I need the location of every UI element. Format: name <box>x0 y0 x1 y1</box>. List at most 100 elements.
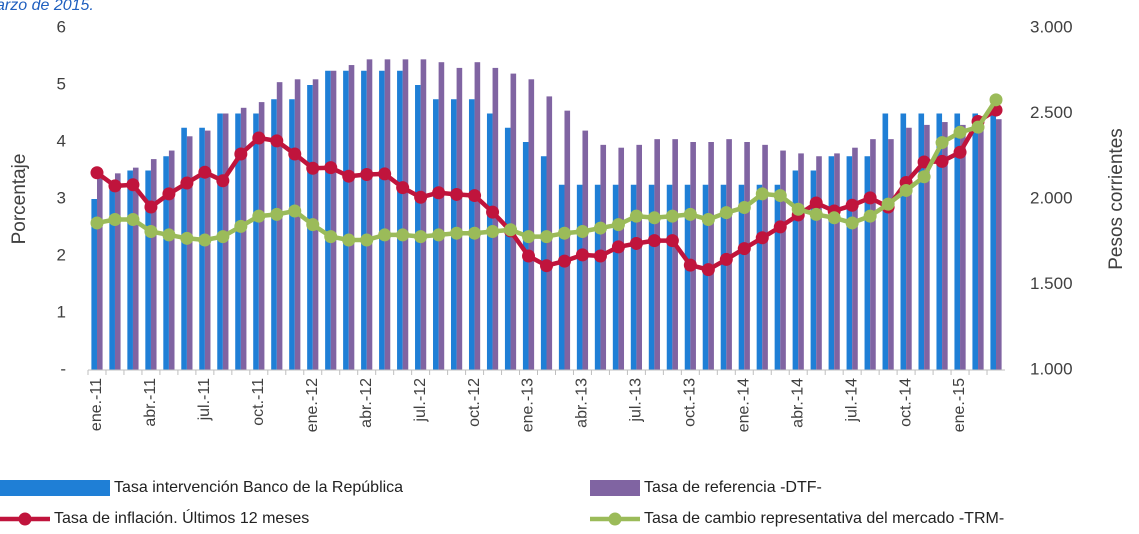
bar <box>690 142 696 370</box>
bar <box>186 136 193 370</box>
point <box>953 125 967 139</box>
x-tick-label: oct.-13 <box>682 378 699 427</box>
point <box>468 226 482 240</box>
bar <box>91 199 97 370</box>
bar <box>648 184 655 370</box>
bar <box>798 153 804 370</box>
x-tick-label: jul.-12 <box>412 378 429 423</box>
point <box>611 218 625 232</box>
bar <box>240 107 247 371</box>
bar <box>504 127 511 370</box>
point <box>306 218 320 232</box>
bar <box>996 119 1002 370</box>
point <box>845 216 859 230</box>
x-tick-label: abr.-14 <box>789 378 806 428</box>
bar <box>348 65 355 371</box>
point <box>629 236 643 250</box>
bar <box>654 139 660 370</box>
bar <box>906 127 912 370</box>
bar <box>127 170 133 370</box>
annotation: arzo de 2015. <box>0 0 94 14</box>
bar <box>756 184 763 370</box>
point <box>216 230 230 244</box>
point <box>414 190 428 204</box>
bar <box>181 127 187 370</box>
point <box>719 252 733 266</box>
point <box>162 187 176 201</box>
point <box>90 166 104 180</box>
bar <box>204 130 211 370</box>
bar <box>330 70 337 370</box>
legend-label: Tasa de cambio representativa del mercad… <box>644 510 1004 527</box>
bar <box>816 156 822 370</box>
bar <box>163 156 169 370</box>
y2-axis-title: Pesos corrientes <box>1106 128 1127 270</box>
point <box>378 167 392 181</box>
bar <box>361 70 367 370</box>
x-tick-label: ene.-13 <box>520 378 537 432</box>
bar <box>828 156 835 370</box>
point <box>288 204 302 218</box>
x-tick-label: ene.-14 <box>736 378 753 432</box>
point <box>378 228 392 242</box>
point <box>935 136 949 150</box>
bar <box>864 156 871 370</box>
point <box>504 223 518 237</box>
bar <box>420 59 427 370</box>
point <box>575 248 589 262</box>
bar <box>978 119 984 370</box>
bar <box>276 82 283 371</box>
bar <box>114 173 121 370</box>
y-tick-label: 5 <box>57 74 66 93</box>
point <box>486 224 500 238</box>
point <box>701 263 715 277</box>
legend-marker <box>18 512 32 526</box>
point <box>755 187 769 201</box>
bar <box>762 144 768 370</box>
point <box>773 220 787 234</box>
point <box>647 234 661 248</box>
bar <box>720 184 727 370</box>
x-tick-label: ene.-15 <box>951 378 968 432</box>
bar <box>325 70 331 370</box>
point <box>899 183 913 197</box>
bar <box>774 184 781 370</box>
point <box>989 93 1003 107</box>
y-tick-label: 4 <box>57 131 66 150</box>
point <box>665 209 679 223</box>
point <box>198 233 212 247</box>
point <box>881 197 895 211</box>
point <box>845 198 859 212</box>
bar <box>744 142 750 370</box>
bar <box>379 70 385 370</box>
point <box>396 228 410 242</box>
point <box>234 147 248 161</box>
point <box>683 207 697 221</box>
point <box>719 206 733 220</box>
point <box>863 191 877 205</box>
bar <box>486 113 493 370</box>
y-tick-label: 1 <box>57 302 66 321</box>
y-tick-label: 2 <box>57 245 66 264</box>
bar <box>900 113 907 370</box>
legend-label: Tasa de referencia -DTF- <box>644 479 822 496</box>
x-tick-label: oct.-14 <box>897 378 914 427</box>
point <box>468 189 482 203</box>
point <box>486 205 500 219</box>
bar <box>618 147 625 370</box>
point <box>270 207 284 221</box>
bar <box>612 184 619 370</box>
point <box>953 145 967 159</box>
point <box>935 154 949 168</box>
x-tick-label: jul.-13 <box>628 378 645 423</box>
point <box>324 230 338 244</box>
bar <box>810 170 817 370</box>
point <box>162 228 176 242</box>
point <box>809 207 823 221</box>
point <box>324 161 338 175</box>
bar <box>343 70 349 370</box>
point <box>773 189 787 203</box>
x-tick-label: oct.-12 <box>466 378 483 427</box>
point <box>450 226 464 240</box>
point <box>665 234 679 248</box>
